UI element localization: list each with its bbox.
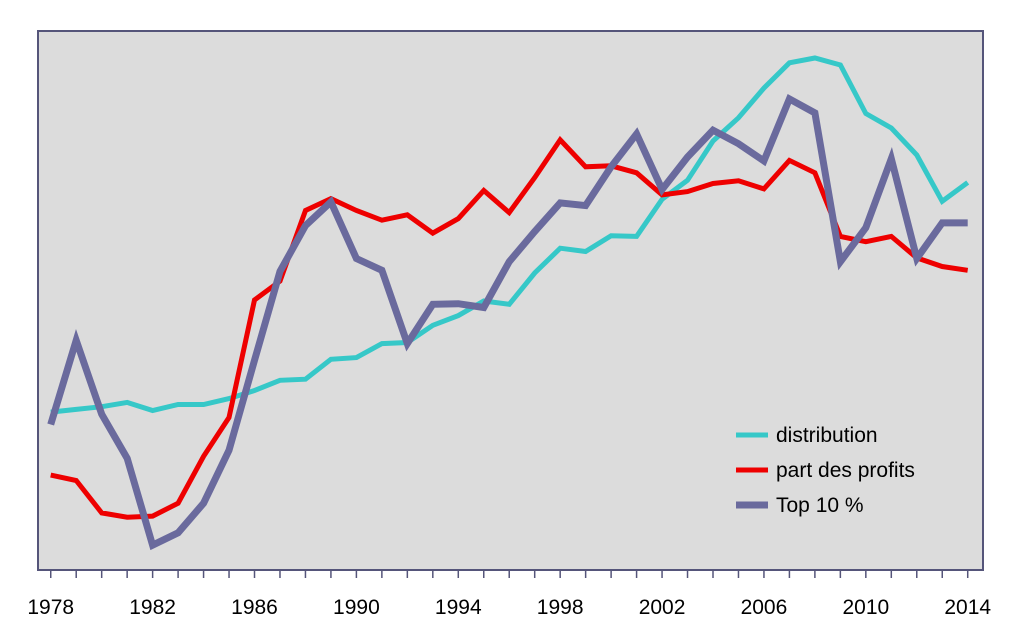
- legend-label-3: Top 10 %: [776, 494, 864, 517]
- x-tick-label: 1998: [537, 596, 584, 619]
- series-layer: [47, 55, 970, 551]
- x-tick-label: 1990: [333, 596, 380, 619]
- x-tick-label: 2002: [639, 596, 686, 619]
- legend-label-1: distribution: [776, 424, 878, 447]
- series-line-1: [50, 55, 970, 415]
- series-line-3: [47, 93, 968, 551]
- legend-label-2: part des profits: [776, 459, 915, 482]
- x-axis: 1978 1982 1986 1990 1994 1998 2002 2006 2010 2014: [27, 569, 991, 619]
- x-tick-label: 1978: [27, 596, 74, 619]
- series-line-2: [50, 135, 969, 520]
- x-tick-label: 1994: [435, 596, 482, 619]
- x-tick-label: 2010: [842, 596, 889, 619]
- x-tick-label: 1982: [129, 596, 176, 619]
- x-tick-label: 2006: [741, 596, 788, 619]
- x-tick-label: 2014: [944, 596, 991, 619]
- legend: distribution part des profits Top 10 %: [736, 424, 915, 517]
- x-tick-label: 1986: [231, 596, 278, 619]
